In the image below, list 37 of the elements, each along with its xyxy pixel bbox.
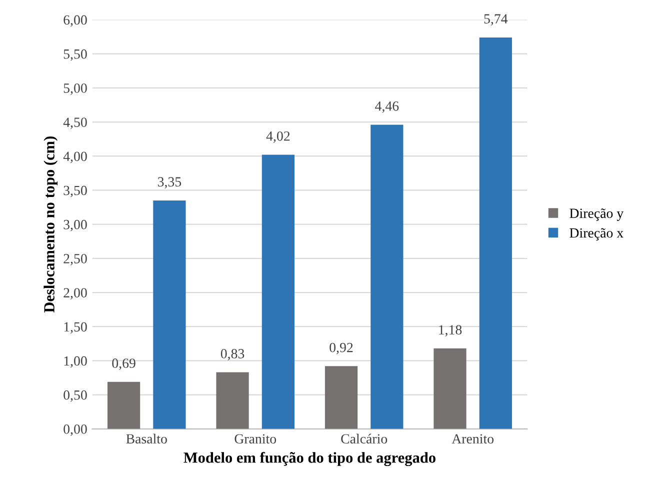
x-axis-title: Modelo em função do tipo de agregado <box>184 452 436 466</box>
x-tick-label: Basalto <box>126 434 167 444</box>
y-tick-label: 5,00 <box>64 84 87 95</box>
y-tick-label: 2,00 <box>64 288 87 300</box>
bar <box>262 154 295 429</box>
y-tick-label: 4,50 <box>63 118 87 129</box>
y-tick-label: 0,50 <box>64 390 87 402</box>
bar <box>434 348 466 429</box>
y-tick-label: 2,50 <box>64 254 87 266</box>
data-label: 0,92 <box>330 342 353 354</box>
data-label: 0,83 <box>220 349 244 360</box>
y-tick-label: 0,00 <box>64 424 87 436</box>
bar <box>216 372 249 429</box>
legend-label: Direção y <box>570 208 624 221</box>
data-label: 5,74 <box>484 14 508 26</box>
bar <box>107 382 140 429</box>
bar <box>324 366 358 429</box>
y-axis-title: Deslocamento no topo (cm) <box>44 136 58 313</box>
y-tick-label: 3,50 <box>64 186 87 198</box>
legend-label: Direção x <box>570 228 624 240</box>
y-tick-label: 6,00 <box>64 15 87 27</box>
data-label: 4,46 <box>375 101 399 113</box>
data-label: 0,69 <box>112 358 136 370</box>
y-tick-label: 1,00 <box>64 356 87 368</box>
bar <box>370 124 404 429</box>
data-label: 4,02 <box>266 131 290 143</box>
bar <box>479 37 512 429</box>
data-label: 1,18 <box>439 325 462 336</box>
x-tick-label: Arenito <box>452 434 494 444</box>
bar <box>153 200 186 429</box>
y-tick-label: 5,50 <box>64 49 87 61</box>
x-tick-label: Calcário <box>341 434 388 444</box>
x-tick-label: Granito <box>234 434 276 444</box>
y-tick-label: 1,50 <box>64 322 87 334</box>
y-tick-label: 4,00 <box>63 152 87 164</box>
data-label: 3,35 <box>158 177 182 189</box>
y-tick-label: 3,00 <box>64 220 87 232</box>
